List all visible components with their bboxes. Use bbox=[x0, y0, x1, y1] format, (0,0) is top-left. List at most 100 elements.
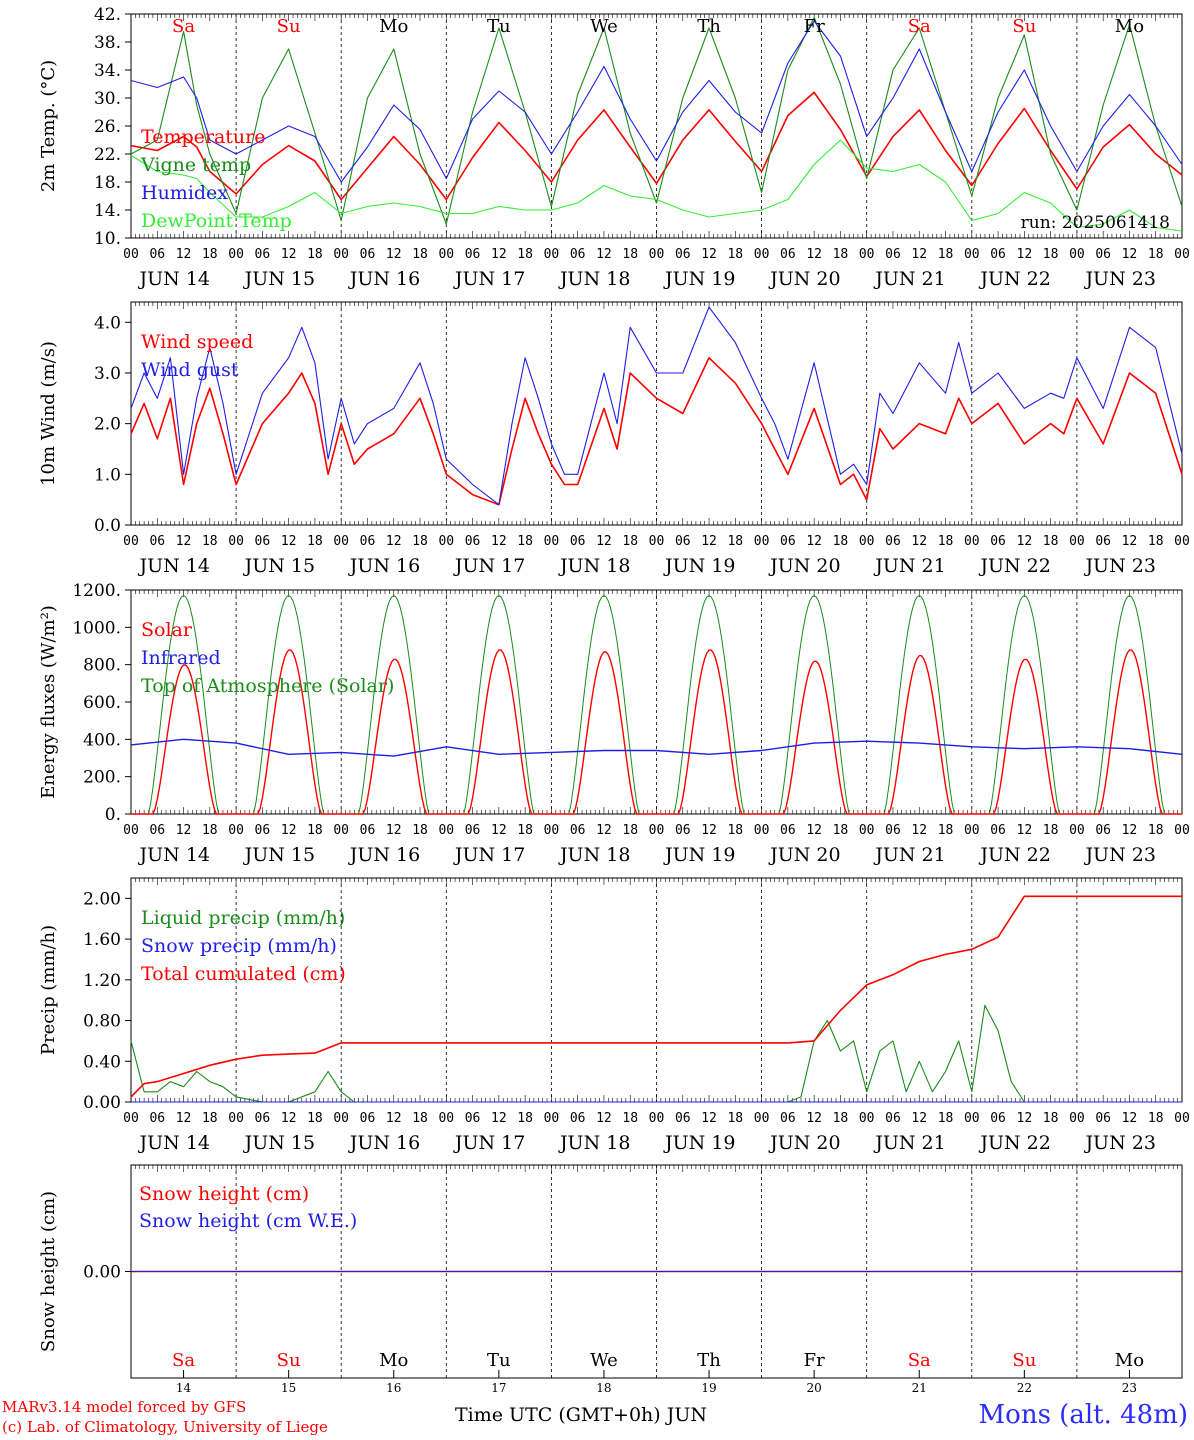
weekday-label: Tu bbox=[487, 16, 511, 37]
x-day-number: 14 bbox=[176, 1381, 192, 1395]
x-hour-label: 12 bbox=[491, 823, 507, 838]
y-tick-label: 0.00 bbox=[83, 1093, 121, 1113]
x-date-label: JUN 22 bbox=[978, 555, 1050, 577]
x-date-label: JUN 19 bbox=[663, 268, 735, 290]
x-hour-label: 12 bbox=[701, 247, 717, 262]
series-line bbox=[131, 649, 1182, 815]
x-hour-label: 12 bbox=[386, 247, 402, 262]
weekday-label: Sa bbox=[172, 1350, 195, 1371]
station-name: Mons (alt. 48m) bbox=[978, 1400, 1188, 1430]
x-hour-label: 12 bbox=[386, 1111, 402, 1126]
x-date-label: JUN 21 bbox=[873, 555, 945, 577]
series-line bbox=[130, 895, 1182, 1098]
x-hour-label: 00 bbox=[1174, 823, 1190, 838]
y-tick-label: 0.00 bbox=[83, 1263, 121, 1283]
x-hour-label: 18 bbox=[202, 247, 218, 262]
x-hour-label: 18 bbox=[938, 534, 954, 549]
x-hour-label: 18 bbox=[202, 823, 218, 838]
x-hour-label: 06 bbox=[1095, 534, 1111, 549]
x-hour-label: 06 bbox=[465, 823, 481, 838]
x-hour-label: 00 bbox=[544, 247, 560, 262]
x-hour-label: 06 bbox=[990, 534, 1006, 549]
copyright: (c) Lab. of Climatology, University of L… bbox=[2, 1418, 328, 1436]
x-hour-label: 00 bbox=[228, 534, 244, 549]
weekday-label: Mo bbox=[1115, 1350, 1144, 1371]
legend-entry: Infrared bbox=[141, 647, 221, 669]
x-date-label: JUN 23 bbox=[1083, 844, 1155, 866]
y-tick-label: 38. bbox=[94, 33, 121, 53]
x-day-number: 23 bbox=[1122, 1381, 1137, 1395]
x-hour-label: 18 bbox=[202, 534, 218, 549]
x-hour-label: 18 bbox=[727, 247, 743, 262]
x-date-label: JUN 21 bbox=[873, 268, 945, 290]
x-day-number: 22 bbox=[1017, 1381, 1032, 1395]
x-hour-label: 12 bbox=[701, 1111, 717, 1126]
x-hour-label: 12 bbox=[491, 534, 507, 549]
x-hour-label: 06 bbox=[360, 534, 376, 549]
x-hour-label: 12 bbox=[386, 823, 402, 838]
series-line bbox=[130, 1004, 1182, 1103]
x-hour-label: 00 bbox=[1174, 1111, 1190, 1126]
y-tick-label: 26. bbox=[94, 117, 121, 137]
x-hour-label: 06 bbox=[360, 1111, 376, 1126]
x-hour-label: 18 bbox=[833, 1111, 849, 1126]
y-tick-label: 1.20 bbox=[83, 971, 121, 991]
x-hour-label: 12 bbox=[1017, 534, 1033, 549]
weekday-label: Mo bbox=[379, 1350, 408, 1371]
x-date-label: JUN 17 bbox=[453, 844, 525, 866]
x-hour-label: 18 bbox=[517, 247, 533, 262]
series-line bbox=[130, 20, 1183, 183]
x-hour-label: 00 bbox=[438, 534, 454, 549]
x-hour-label: 00 bbox=[228, 823, 244, 838]
x-hour-label: 12 bbox=[701, 823, 717, 838]
x-hour-label: 18 bbox=[412, 534, 428, 549]
run-label: run: 2025061418 bbox=[1021, 213, 1170, 233]
x-hour-label: 06 bbox=[570, 1111, 586, 1126]
x-hour-label: 18 bbox=[727, 823, 743, 838]
weekday-label: Th bbox=[697, 16, 721, 37]
x-hour-label: 18 bbox=[1043, 1111, 1059, 1126]
x-hour-label: 00 bbox=[859, 1111, 875, 1126]
x-hour-label: 12 bbox=[911, 1111, 927, 1126]
x-hour-label: 00 bbox=[1069, 823, 1085, 838]
x-hour-label: 12 bbox=[491, 247, 507, 262]
y-tick-label: 0.40 bbox=[83, 1052, 121, 1072]
legend-entry: DewPoint Temp bbox=[141, 210, 292, 232]
x-hour-label: 00 bbox=[544, 823, 560, 838]
y-tick-label: 4.0 bbox=[94, 313, 121, 333]
series-line bbox=[130, 16, 1183, 225]
y-axis-label: Precip (mm/h) bbox=[38, 925, 59, 1055]
y-tick-label: 22. bbox=[94, 145, 121, 165]
x-hour-label: 06 bbox=[885, 247, 901, 262]
x-hour-label: 18 bbox=[622, 823, 638, 838]
x-hour-label: 12 bbox=[596, 247, 612, 262]
weekday-label: Th bbox=[697, 1350, 721, 1371]
x-hour-label: 18 bbox=[938, 1111, 954, 1126]
series-line bbox=[130, 139, 1183, 232]
x-hour-label: 12 bbox=[176, 823, 192, 838]
x-date-label: JUN 17 bbox=[453, 1132, 525, 1154]
x-hour-label: 12 bbox=[491, 1111, 507, 1126]
x-date-label: JUN 15 bbox=[243, 555, 315, 577]
x-hour-label: 06 bbox=[1095, 823, 1111, 838]
x-hour-label: 18 bbox=[517, 823, 533, 838]
x-hour-label: 06 bbox=[465, 534, 481, 549]
x-hour-label: 00 bbox=[333, 247, 349, 262]
series-line bbox=[130, 738, 1183, 757]
x-hour-label: 12 bbox=[1122, 823, 1138, 838]
x-hour-label: 12 bbox=[806, 823, 822, 838]
x-hour-label: 18 bbox=[1148, 247, 1164, 262]
x-hour-label: 00 bbox=[438, 823, 454, 838]
x-hour-label: 18 bbox=[1148, 823, 1164, 838]
x-date-label: JUN 20 bbox=[768, 555, 840, 577]
series-line bbox=[130, 306, 1183, 506]
x-date-label: JUN 20 bbox=[768, 1132, 840, 1154]
y-tick-label: 2.00 bbox=[83, 889, 121, 909]
y-tick-label: 10. bbox=[94, 229, 121, 249]
x-hour-label: 06 bbox=[675, 1111, 691, 1126]
x-date-label: JUN 14 bbox=[138, 1132, 210, 1154]
legend-entry: Vigne temp bbox=[140, 154, 251, 176]
y-tick-label: 18. bbox=[94, 173, 121, 193]
weekday-label: Fr bbox=[804, 1350, 825, 1371]
y-tick-label: 600. bbox=[83, 693, 121, 713]
